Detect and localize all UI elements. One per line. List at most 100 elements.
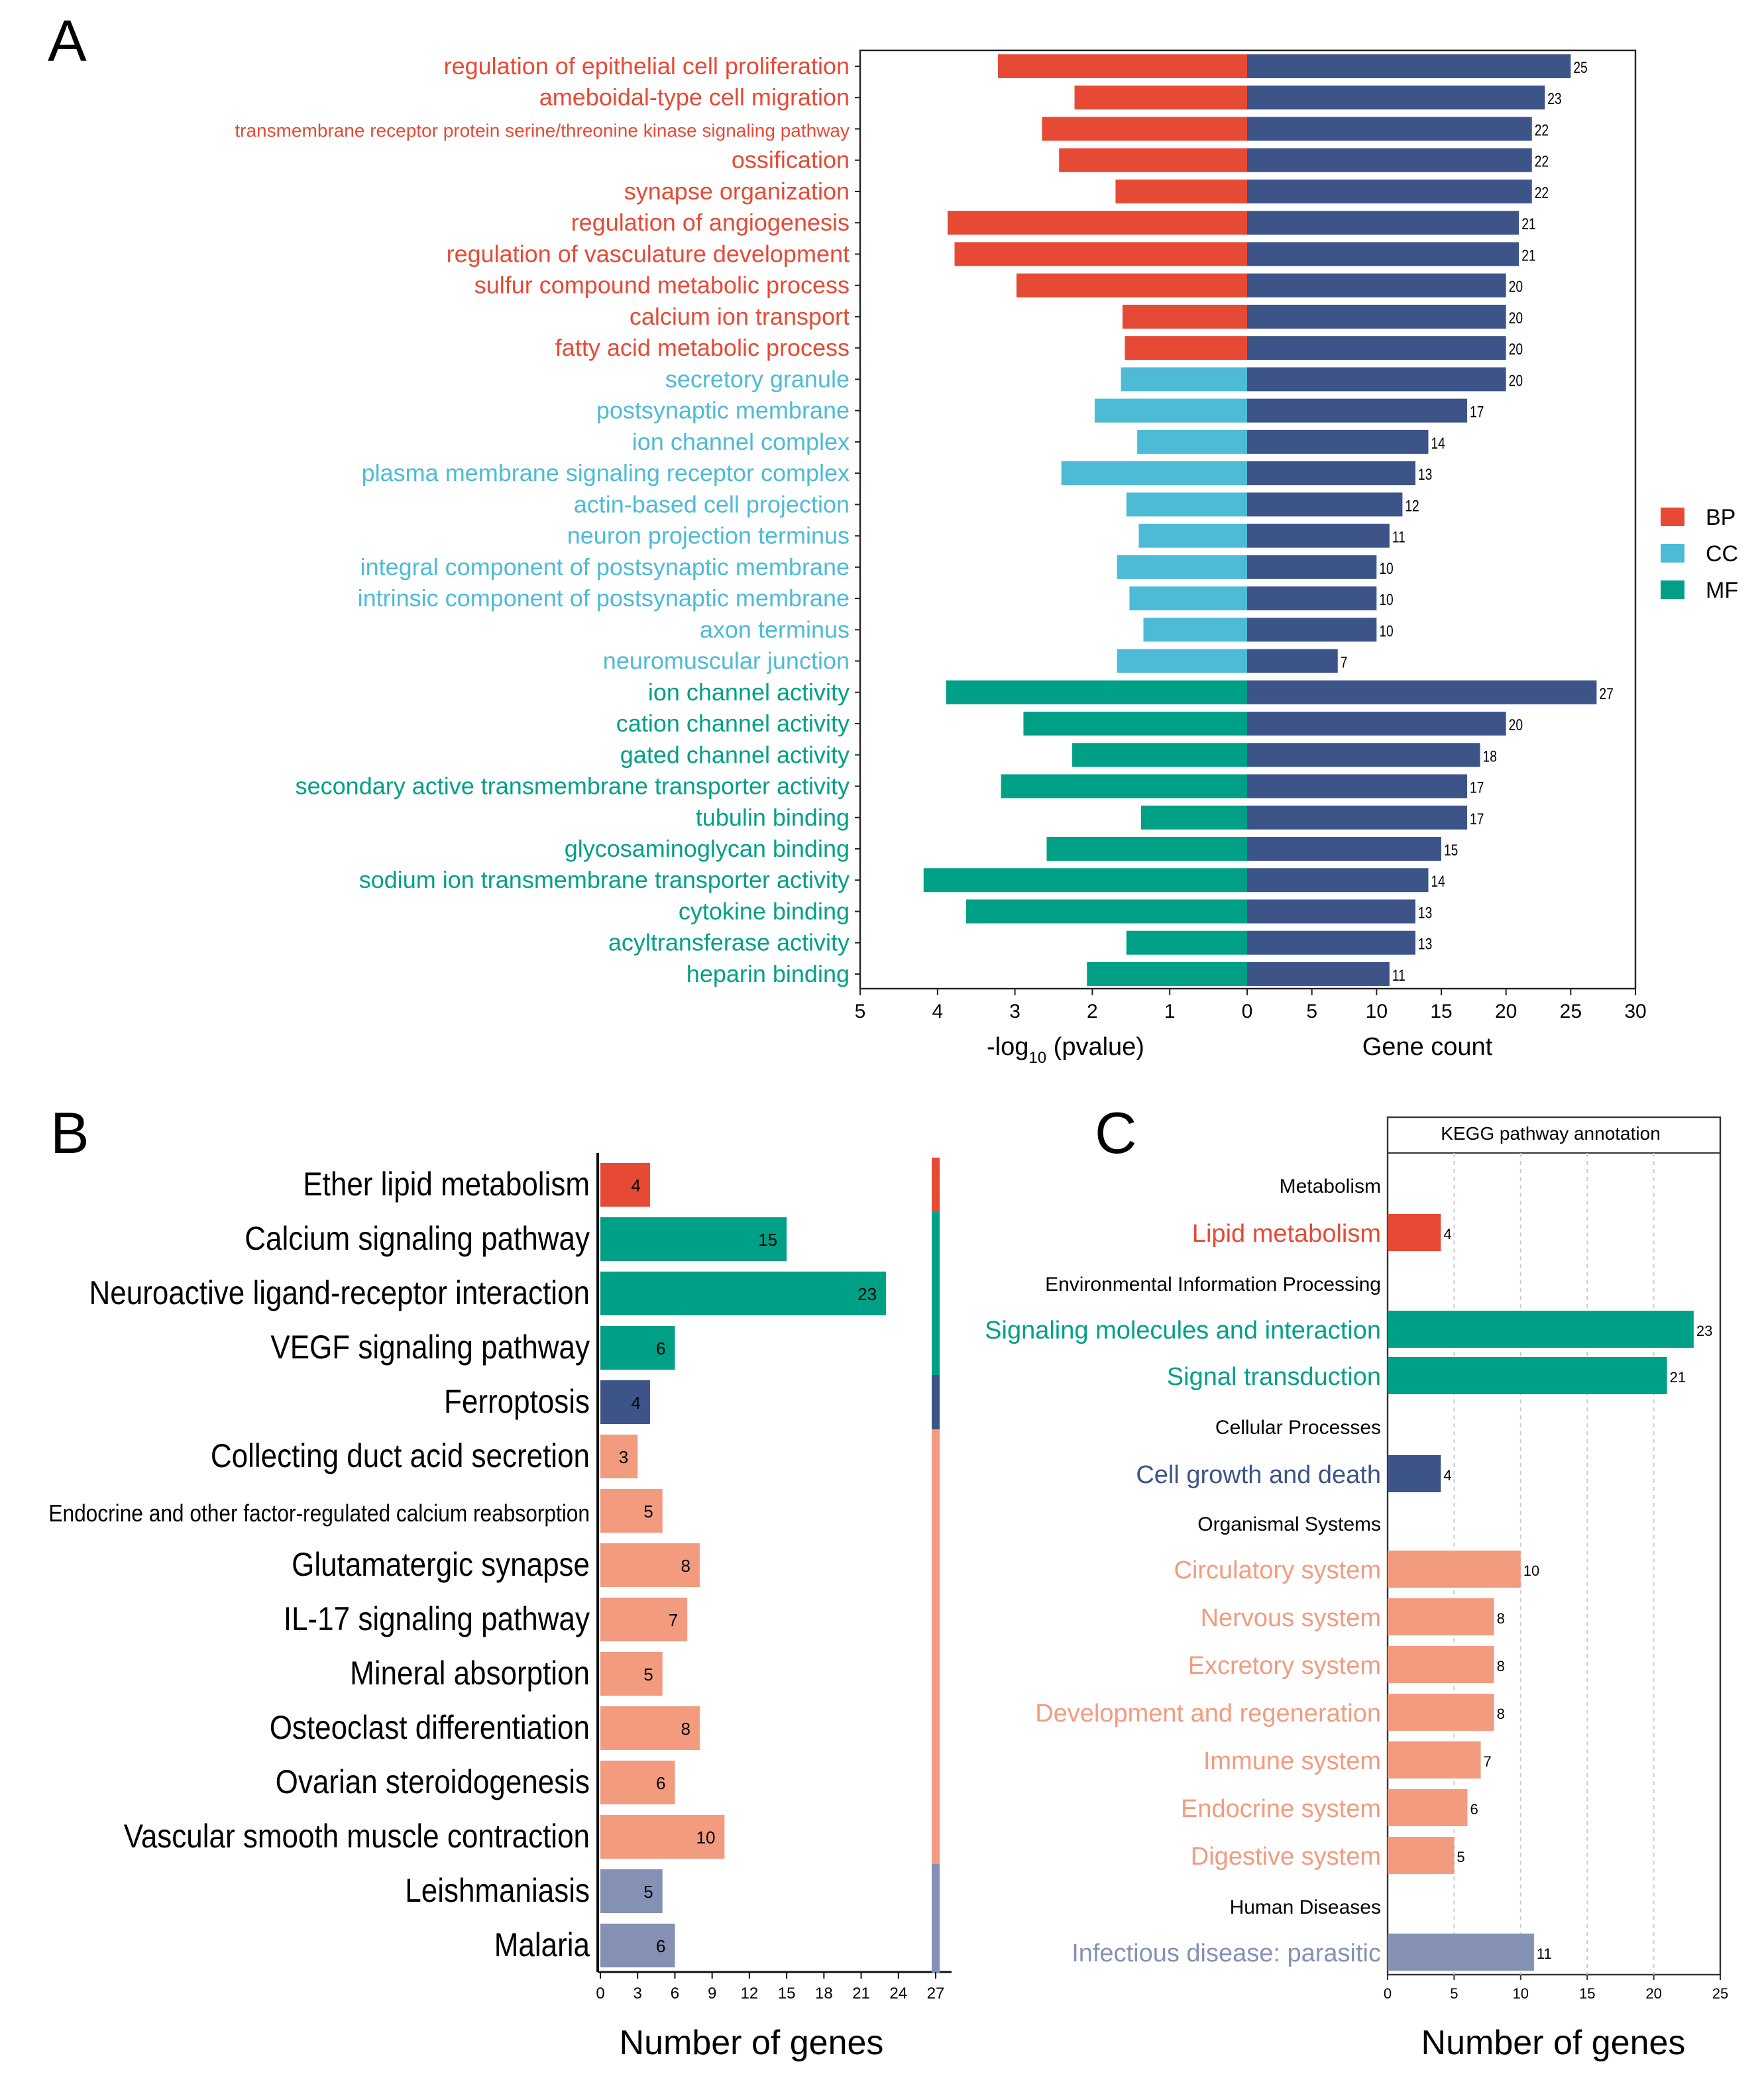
legend-swatch [1661, 544, 1684, 563]
x-tick-label: 5 [855, 1001, 866, 1022]
category-label: Signaling molecules and interaction [985, 1317, 1381, 1344]
category-label: secretory granule [665, 365, 850, 392]
category-label: Malaria [494, 1926, 590, 1963]
group-color-strip [932, 1375, 940, 1429]
bar-data-label: 6 [656, 1773, 665, 1793]
count-data-label: 11 [1392, 966, 1406, 985]
group-color-strip [932, 1755, 940, 1810]
plot-frame [1386, 1116, 1722, 1976]
pvalue-bar [1072, 743, 1247, 767]
label-part: -log [987, 1033, 1028, 1061]
gene-bar [600, 1761, 675, 1804]
gene-bar [600, 1598, 688, 1641]
bar-data-label: 8 [1497, 1658, 1505, 1674]
group-color-strip [932, 1429, 940, 1484]
panel-letter-b: B [50, 1100, 89, 1166]
category-label: IL-17 signaling pathway [284, 1600, 590, 1637]
x-axis-label: Number of genes [1421, 2024, 1686, 2062]
group-color-strip [932, 1321, 940, 1375]
gene-count-bar [1247, 273, 1506, 298]
pvalue-bar [1143, 618, 1247, 642]
category-label: neuron projection terminus [567, 522, 850, 549]
gene-count-bar [1247, 523, 1390, 548]
category-label: postsynaptic membrane [596, 397, 850, 424]
category-label: calcium ion transport [630, 303, 850, 330]
bar-data-label: 4 [631, 1393, 640, 1413]
gene-count-bar [1247, 899, 1415, 924]
gene-count-bar [1247, 586, 1377, 611]
count-data-label: 22 [1535, 152, 1549, 171]
gene-count-bar [1247, 367, 1506, 392]
gene-bar [1388, 1646, 1494, 1683]
count-data-label: 20 [1509, 340, 1523, 358]
count-data-label: 20 [1509, 716, 1523, 734]
panel-letter-a: A [48, 8, 87, 74]
bar-data-label: 11 [1537, 1945, 1552, 1962]
pvalue-bar [1046, 837, 1247, 861]
gene-bar [600, 1706, 700, 1750]
count-data-label: 20 [1509, 371, 1523, 390]
x-tick-label: 20 [1495, 1001, 1517, 1022]
gene-bar [600, 1489, 663, 1533]
category-label: Calcium signaling pathway [245, 1219, 590, 1256]
gene-count-bar [1247, 117, 1532, 141]
group-color-strip [932, 1158, 940, 1212]
group-header: Metabolism [1280, 1176, 1381, 1197]
category-label: synapse organization [624, 178, 850, 205]
count-data-label: 27 [1599, 685, 1613, 703]
gene-bar [600, 1163, 650, 1207]
panel-c-chart: KEGG pathway annotation Metabolism 4 Lipid … [985, 1116, 1728, 2062]
category-label: sodium ion transmembrane transporter act… [359, 866, 850, 893]
x-tick-label: 30 [1624, 1001, 1646, 1022]
gene-count-bar [1247, 930, 1415, 955]
count-data-label: 22 [1535, 121, 1549, 139]
x-tick-label: 25 [1712, 1985, 1728, 2002]
category-label: regulation of epithelial cell proliferat… [444, 52, 850, 80]
gene-bar [600, 1543, 700, 1587]
label-subscript: 10 [1028, 1049, 1046, 1067]
category-label: regulation of angiogenesis [571, 209, 850, 236]
pvalue-bar [1042, 117, 1247, 141]
gene-count-bar [1247, 774, 1468, 798]
x-tick-label: 0 [1384, 1985, 1392, 2002]
count-data-label: 13 [1418, 465, 1432, 484]
pvalue-bar [1138, 523, 1247, 548]
gene-bar [600, 1869, 663, 1913]
pvalue-bar [1137, 429, 1247, 454]
count-data-label: 13 [1418, 903, 1432, 922]
category-label: neuromuscular junction [603, 647, 850, 675]
bar-data-label: 5 [643, 1502, 653, 1521]
gene-bar [1388, 1598, 1494, 1635]
count-data-label: 17 [1470, 810, 1484, 828]
gene-count-bar [1247, 743, 1480, 767]
bar-data-label: 5 [643, 1665, 653, 1684]
count-data-label: 20 [1509, 278, 1523, 296]
legend-label: BP [1706, 505, 1736, 530]
bar-data-label: 4 [1443, 1467, 1451, 1484]
count-data-label: 25 [1573, 58, 1587, 77]
bar-data-label: 7 [1484, 1753, 1492, 1770]
count-data-label: 7 [1341, 653, 1348, 671]
category-label: axon terminus [700, 616, 850, 643]
group-color-strip [932, 1864, 940, 1918]
x-tick-label: 5 [1306, 1001, 1317, 1022]
legend-swatch [1661, 508, 1684, 526]
bar-data-label: 6 [656, 1936, 665, 1956]
pvalue-bar [1094, 398, 1247, 423]
bar-data-label: 6 [1470, 1801, 1478, 1818]
category-label: ameboidal-type cell migration [539, 83, 850, 111]
x-tick-label: 2 [1087, 1001, 1098, 1022]
category-label: VEGF signaling pathway [270, 1328, 590, 1365]
category-label: Cell growth and death [1136, 1461, 1381, 1489]
x-axis-label: Number of genes [620, 2024, 884, 2062]
category-label: Digestive system [1191, 1843, 1381, 1871]
gene-bar [600, 1435, 638, 1478]
category-label: tubulin binding [696, 804, 850, 831]
count-data-label: 15 [1444, 841, 1458, 859]
gene-count-bar [1247, 461, 1415, 486]
group-header: Human Diseases [1230, 1896, 1381, 1918]
category-label: Development and regeneration [1035, 1700, 1381, 1727]
group-color-strip [932, 1592, 940, 1647]
legend-label: CC [1706, 541, 1738, 567]
gene-bar [600, 1380, 650, 1424]
